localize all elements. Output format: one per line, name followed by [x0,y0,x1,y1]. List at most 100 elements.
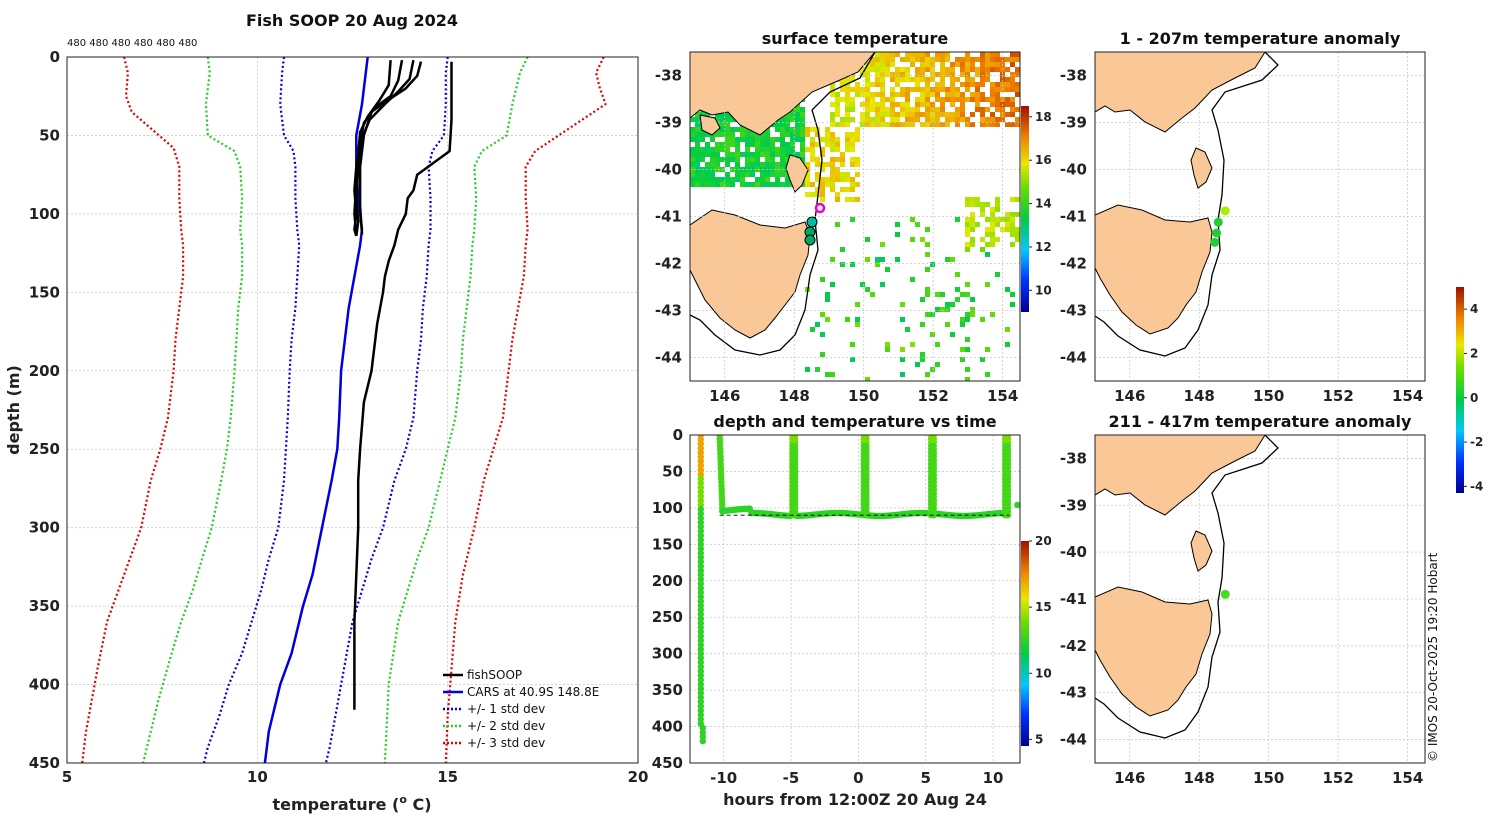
y-tick-label: -42 [1060,637,1087,655]
sst-pixel [910,77,915,82]
sst-pixel [990,82,995,87]
profile-xticks: 5 10 15 20 [62,768,649,786]
sst-pixel [995,117,1000,122]
sst-pixel [745,157,750,162]
sst-pixel [975,222,980,227]
sst-pixel [825,132,830,137]
sst-pixel [965,292,970,297]
sst-pixel [855,197,860,202]
sst-pixel [880,82,885,87]
sst-pixel [895,232,900,237]
sst-pixel [825,182,830,187]
timeseries-point [697,646,704,653]
sst-pixel [990,212,995,217]
sst-pixel [780,117,785,122]
sst-pixel [720,112,725,117]
timeseries-data [697,435,1020,745]
sst-pixel [975,102,980,107]
sst-pixel [845,147,850,152]
sst-pixel [840,162,845,167]
sst-pixel [835,92,840,97]
sst-pixel [875,52,880,57]
sst-pixel [755,162,760,167]
timeseries-point [791,512,799,519]
sst-pixel [840,157,845,162]
sst-pixel [1010,77,1015,82]
timeseries-point [697,506,704,513]
sst-pixel [795,117,800,122]
sst-pixel [985,72,990,77]
y-tick-label: -42 [655,255,682,273]
sst-pixel [865,112,870,117]
sst-pixel [1000,77,1005,82]
sst-pixel [715,162,720,167]
sst-pixel [745,137,750,142]
timeseries-point [697,458,704,465]
sst-pixel [760,152,765,157]
sst-pixel [695,117,700,122]
timeseries-point [697,532,704,539]
sst-pixel [925,57,930,62]
sst-pixel [870,92,875,97]
sst-pixel [740,177,745,182]
sst-pixel [775,167,780,172]
sst-pixel [880,92,885,97]
sst-pixel [805,367,810,372]
sst-pixel [830,177,835,182]
sst-pixel [930,102,935,107]
sst-pixel [700,177,705,182]
sst-current-position-marker [814,202,826,214]
sst-pixel [770,147,775,152]
anomaly1-title: 1 - 207m temperature anomaly [1120,29,1401,48]
timeseries-point [697,589,704,596]
sst-pixel [845,177,850,182]
sst-pixel [915,77,920,82]
sst-pixel [1005,57,1010,62]
sst-pixel [995,92,1000,97]
sst-pixel [810,327,815,332]
sst-pixel [760,142,765,147]
sst-pixel [895,92,900,97]
sst-pixel [925,242,930,247]
sst-pixel [775,152,780,157]
sst-pixel [845,92,850,97]
sst-pixel [890,52,895,57]
x-tick-label: 5 [62,768,72,786]
sst-pixel [800,142,805,147]
sst-pixel [910,342,915,347]
sst-pixel [890,117,895,122]
sst-pixel [930,77,935,82]
sst-pixel [840,87,845,92]
sst-pixel [1005,112,1010,117]
sst-pixel [785,117,790,122]
sst-pixel [800,127,805,132]
sst-pixel [960,102,965,107]
sst-pixel [970,202,975,207]
sst-pixel [855,82,860,87]
sst-pixel [965,197,970,202]
sst-pixel [860,102,865,107]
sst-pixel [835,122,840,127]
y-tick-label: -38 [1060,67,1087,85]
sst-pixel [770,167,775,172]
sst-pixel [695,167,700,172]
sst-pixel [710,147,715,152]
sst-pixel [690,152,695,157]
sst-pixel [720,132,725,137]
sst-pixel [735,142,740,147]
sst-pixel [995,97,1000,102]
sst-pixel [840,177,845,182]
sst-pixel [775,127,780,132]
sst-pixel [755,142,760,147]
sst-pixel [740,152,745,157]
sst-pixel [800,122,805,127]
sst-yticks: -38 -39 -40 -41 -42 -43 -44 [655,67,682,367]
sst-pixel [960,97,965,102]
sst-pixel [855,317,860,322]
sst-track-marker [806,216,818,228]
sst-pixel [760,162,765,167]
sst-pixel [980,112,985,117]
sst-pixel [940,87,945,92]
sst-pixel [965,82,970,87]
sst-pixel [910,237,915,242]
